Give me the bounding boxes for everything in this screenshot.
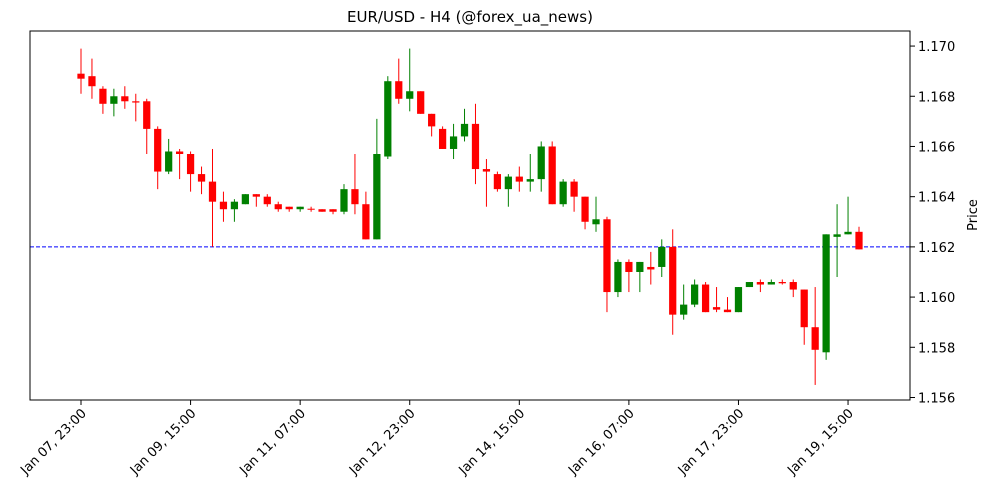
candle-body [219, 201, 228, 210]
candle-body [745, 282, 754, 288]
y-tick-label: 1.170 [918, 40, 955, 55]
y-tick-label: 1.168 [918, 90, 955, 105]
candle-body [800, 289, 808, 328]
candle-body [701, 284, 710, 313]
candle-body [241, 194, 249, 205]
candle-body [208, 181, 217, 202]
candle-body [833, 234, 841, 237]
candle-body [154, 128, 162, 172]
candle-body [723, 309, 732, 313]
candle-body [482, 169, 491, 172]
candle-body [274, 204, 282, 210]
candle-body [658, 246, 666, 267]
candle-body [449, 136, 458, 149]
candle-body [351, 189, 359, 205]
candle-body [647, 266, 655, 270]
candle-body [230, 201, 239, 210]
candle-body [438, 128, 447, 149]
candle-body [778, 282, 786, 284]
candle-body [285, 206, 293, 210]
candle-body [691, 284, 699, 305]
candle-body [395, 81, 403, 99]
candle-body [614, 261, 622, 293]
candle-body [680, 304, 688, 315]
candle-body [756, 282, 764, 285]
candle-body [493, 174, 502, 190]
candle-body [504, 176, 512, 190]
candle-body [143, 101, 151, 129]
candle-body [340, 189, 348, 212]
candle-body [99, 88, 107, 104]
candle-body [460, 123, 469, 137]
candle-body [789, 282, 797, 290]
candle-body [636, 261, 644, 272]
candle-body [406, 91, 414, 99]
candle-body [581, 196, 589, 222]
candle-body [822, 234, 830, 353]
candle-body [176, 151, 184, 154]
candle-body [110, 96, 118, 104]
candle-body [515, 176, 523, 182]
candle-body [537, 146, 545, 180]
candle-body [559, 181, 567, 205]
candle-body [263, 196, 271, 205]
candle-body [734, 287, 743, 313]
y-tick-label: 1.166 [918, 140, 955, 155]
candle-body [77, 73, 85, 79]
candle-body [603, 219, 611, 293]
candle-body [373, 154, 381, 240]
candle-body [165, 151, 173, 172]
candle-body [428, 113, 436, 127]
y-tick-label: 1.156 [918, 391, 955, 406]
candle-body [855, 231, 863, 250]
candle-body [767, 282, 775, 285]
candle-body [712, 307, 721, 310]
candle-body [570, 181, 578, 197]
candle-body [669, 246, 677, 315]
candle-body [811, 327, 819, 350]
candle-body [329, 209, 337, 212]
chart-title: EUR/USD - H4 (@forex_ua_news) [347, 8, 593, 27]
candle-body [88, 76, 96, 87]
candle-body [384, 81, 392, 157]
y-tick-label: 1.164 [918, 191, 955, 206]
y-axis-label: Price [966, 199, 981, 231]
candle-body [197, 174, 206, 182]
candle-body [844, 231, 852, 235]
candle-body [296, 206, 304, 210]
y-tick-label: 1.160 [918, 291, 955, 306]
y-tick-label: 1.162 [918, 241, 955, 256]
candle-body [318, 209, 326, 212]
candle-body [526, 179, 534, 182]
candle-body [307, 208, 315, 210]
candle-body [625, 261, 633, 272]
candle-body [362, 204, 370, 240]
candle-body [548, 146, 556, 205]
candle-body [132, 101, 140, 103]
candle-body [471, 123, 480, 170]
candle-body [186, 154, 195, 175]
y-tick-label: 1.158 [918, 341, 955, 356]
candle-body [252, 194, 260, 197]
candle-body [417, 91, 425, 114]
candle-body [592, 219, 600, 225]
candle-body [121, 96, 129, 102]
plot-frame [29, 30, 911, 401]
